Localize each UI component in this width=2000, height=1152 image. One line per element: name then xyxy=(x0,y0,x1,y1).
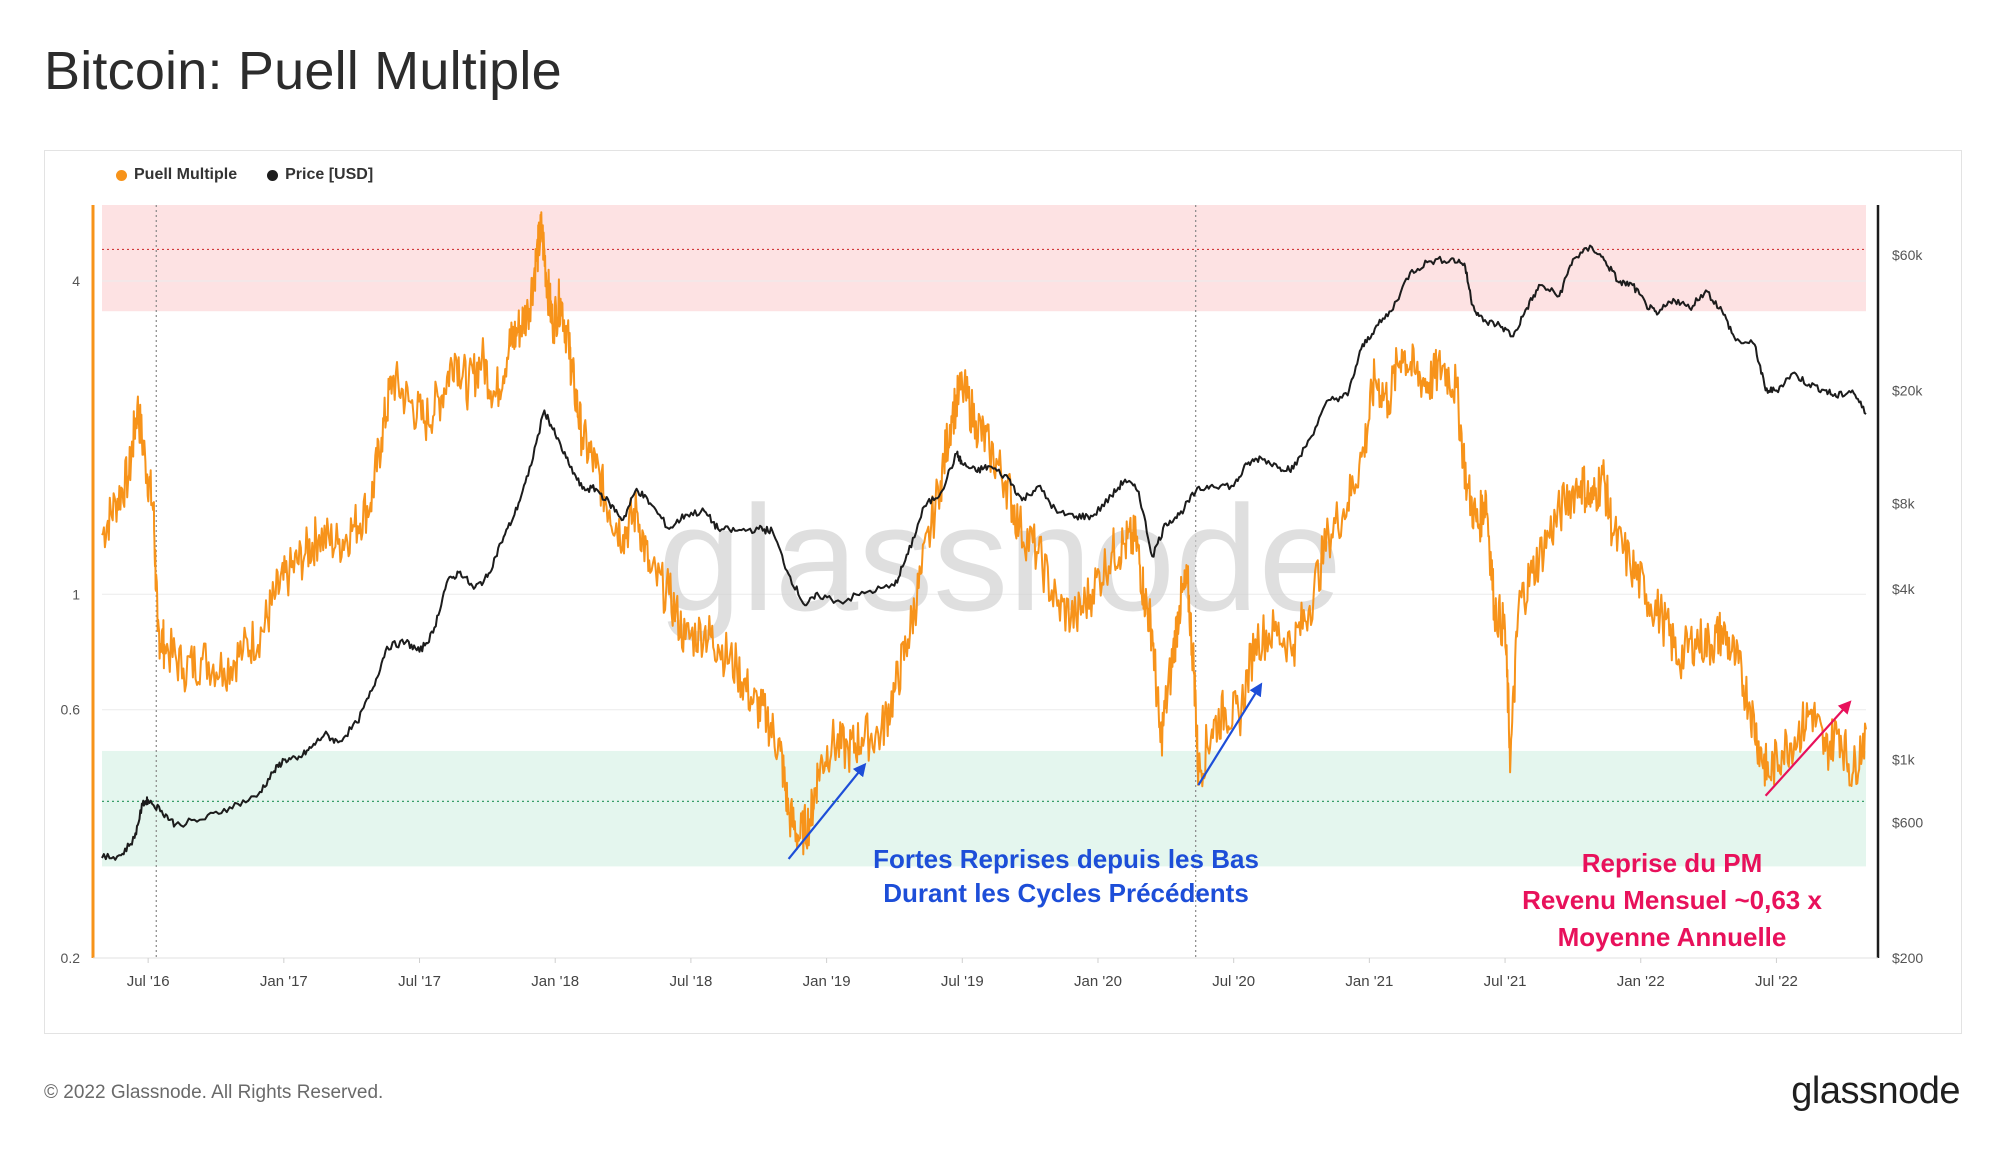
annotation-texts: Fortes Reprises depuis les Bas Durant les… xyxy=(873,844,1822,952)
puell-multiple-line xyxy=(101,211,1867,856)
x-tick-label: Jul '22 xyxy=(1755,973,1798,990)
y-left-tick-label: 0.6 xyxy=(61,702,81,718)
legend-label-puell: Puell Multiple xyxy=(134,166,238,183)
y-right-tick-label: $4k xyxy=(1892,581,1916,597)
legend-dot-puell-icon xyxy=(116,169,127,181)
annotation-arrow-blue xyxy=(1197,682,1263,786)
x-tick-label: Jul '17 xyxy=(398,973,441,990)
annotation-blue-line: Durant les Cycles Précédents xyxy=(883,878,1249,908)
price-line xyxy=(101,244,1867,861)
zone-bands xyxy=(102,205,1866,867)
legend-item-puell[interactable]: Puell Multiple xyxy=(116,166,237,184)
annotation-arrow-pink xyxy=(1764,700,1852,797)
x-tick-label: Jan '19 xyxy=(803,973,851,990)
annotation-arrows xyxy=(787,682,1852,860)
annotation-blue-line: Fortes Reprises depuis les Bas xyxy=(873,844,1259,874)
legend-dot-price-icon xyxy=(267,169,279,181)
y-right-tick-label: $600 xyxy=(1892,815,1923,831)
watermark-text: glassnode xyxy=(658,474,1342,642)
series-lines xyxy=(101,211,1867,861)
legend-label-price: Price [USD] xyxy=(285,166,374,183)
x-tick-label: Jan '20 xyxy=(1074,973,1122,990)
x-tick-label: Jul '19 xyxy=(941,973,984,990)
axes: 4 1 0.6 0.2 $60k $20k $8k $4k $1k $600 $200 Jul '16… xyxy=(61,205,1923,990)
x-tick-label: Jul '21 xyxy=(1484,973,1527,990)
y-right-tick-label: $20k xyxy=(1892,382,1923,398)
page-title: Bitcoin: Puell Multiple xyxy=(44,41,562,101)
legend-item-price[interactable]: Price [USD] xyxy=(267,166,373,184)
y-right-tick-label: $200 xyxy=(1892,950,1923,966)
chart-legend: Puell Multiple Price [USD] xyxy=(116,166,373,184)
x-tick-label: Jul '20 xyxy=(1212,973,1255,990)
y-left-tick-label: 1 xyxy=(72,586,80,602)
y-right-tick-label: $60k xyxy=(1892,247,1923,263)
x-tick-label: Jul '16 xyxy=(127,973,170,990)
annotation-pink-line: Moyenne Annuelle xyxy=(1558,922,1787,952)
annotation-pink-line: Reprise du PM xyxy=(1582,848,1763,878)
y-left-tick-label: 0.2 xyxy=(61,950,81,966)
band-undervalued xyxy=(102,750,1866,867)
copyright-text: © 2022 Glassnode. All Rights Reserved. xyxy=(44,1082,384,1103)
x-tick-label: Jan '17 xyxy=(260,973,308,990)
glassnode-logo[interactable]: glassnode xyxy=(1791,1070,1960,1112)
annotation-pink-line: Revenu Mensuel ~0,63 x xyxy=(1522,885,1822,915)
x-tick-label: Jan '21 xyxy=(1345,973,1393,990)
y-right-tick-label: $1k xyxy=(1892,752,1916,768)
band-overvalued xyxy=(102,205,1866,312)
y-left-tick-label: 4 xyxy=(72,273,80,289)
y-right-tick-label: $8k xyxy=(1892,495,1916,511)
x-tick-label: Jan '18 xyxy=(531,973,579,990)
x-tick-label: Jan '22 xyxy=(1617,973,1665,990)
annotation-arrow-blue xyxy=(787,762,867,860)
x-tick-label: Jul '18 xyxy=(669,973,712,990)
